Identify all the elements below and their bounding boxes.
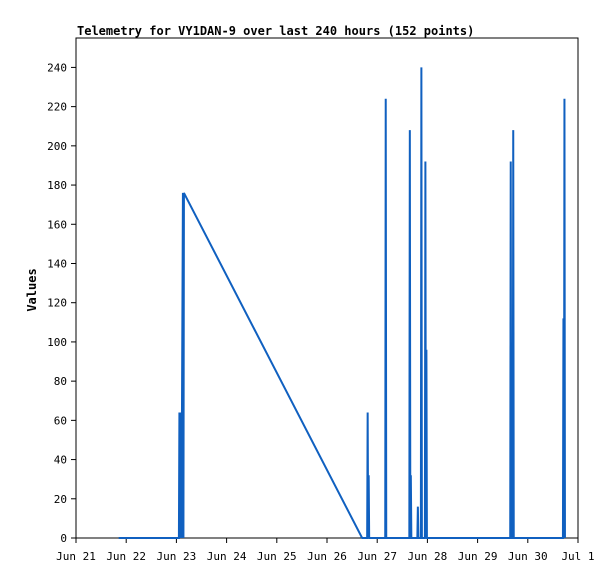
y-axis: 0 20 40 60 80 100 120 140 160 180 200 220 240 [47,61,76,545]
y-tick-label: 40 [54,454,67,467]
x-tick-label: Jun 30 [508,550,548,563]
series-layer [118,67,566,539]
y-tick-label: 220 [47,101,67,114]
x-tick-label: Jun 29 [458,550,498,563]
y-tick-label: 60 [54,414,67,427]
y-tick-label: 200 [47,140,67,153]
y-tick-label: 0 [60,532,67,545]
plot-area-frame [75,37,579,539]
y-axis-label: Values [25,268,39,311]
x-tick-label: Jun 27 [357,550,397,563]
x-tick-label: Jun 22 [106,550,146,563]
y-tick-label: 80 [54,375,67,388]
y-tick-label: 20 [54,493,67,506]
y-tick-label: 100 [47,336,67,349]
y-tick-label: 120 [47,297,67,310]
y-tick-label: 240 [47,61,67,74]
y-tick-label: 140 [47,257,67,270]
x-tick-label: Jul 1 [561,550,594,563]
series-line [118,67,566,539]
x-tick-label: Jun 23 [157,550,197,563]
x-tick-label: Jun 25 [257,550,297,563]
y-tick-label: 160 [47,218,67,231]
chart-title: Telemetry for VY1DAN-9 over last 240 hou… [77,24,474,38]
y-tick-label: 180 [47,179,67,192]
x-tick-label: Jun 26 [307,550,347,563]
x-tick-label: Jun 28 [408,550,448,563]
x-tick-label: Jun 21 [56,550,96,563]
x-tick-label: Jun 24 [207,550,247,563]
x-axis: Jun 21 Jun 22 Jun 23 Jun 24 Jun 25 Jun 26 Jun … [56,538,595,563]
